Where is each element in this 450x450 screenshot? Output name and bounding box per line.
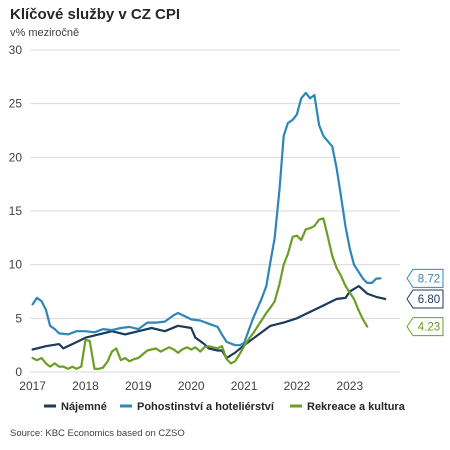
end-label-value-2: 4.23	[418, 322, 440, 334]
legend-label-0: Nájemné	[61, 401, 107, 413]
series-line-2	[31, 217, 369, 370]
x-tick-label: 2019	[125, 379, 152, 393]
y-tick-label: 0	[15, 365, 22, 379]
end-label-value-1: 8.72	[418, 273, 440, 285]
y-tick-label: 20	[9, 150, 23, 164]
series-line-0	[31, 285, 387, 360]
line-chart: 0 5 10 15 20 25 30 2017 2018 2019 2020 2021 2022 202…	[9, 43, 444, 413]
x-tick-label: 2022	[284, 379, 311, 393]
y-tick-label: 25	[9, 97, 23, 111]
source-note: Source: KBC Economics based on CZSO	[10, 428, 185, 439]
series-lines	[31, 91, 387, 370]
end-label-box-1	[406, 268, 444, 288]
y-tick-label: 15	[9, 204, 23, 218]
chart-subtitle: v% meziročně	[10, 27, 80, 39]
end-label-box-0	[406, 289, 444, 309]
legend: Nájemné Pohostinství a hoteliérství Rekrea…	[44, 401, 406, 413]
chart-title: Klíčové služby v CZ CPI	[10, 6, 181, 23]
end-label-box-2	[406, 317, 444, 337]
x-tick-label: 2023	[336, 379, 363, 393]
x-axis-ticks: 2017 2018 2019 2020 2021 2022 2023	[19, 379, 363, 393]
legend-label-2: Rekreace a kultura	[307, 401, 406, 413]
x-tick-label: 2021	[231, 379, 258, 393]
end-labels: 6.80 8.72 4.23	[406, 268, 444, 337]
y-axis-ticks: 0 5 10 15 20 25 30	[9, 43, 23, 379]
series-line-1	[31, 91, 382, 347]
x-tick-label: 2018	[72, 379, 99, 393]
end-label-value-0: 6.80	[418, 294, 440, 306]
y-tick-label: 10	[9, 258, 23, 272]
x-tick-label: 2017	[19, 379, 46, 393]
x-tick-label: 2020	[178, 379, 205, 393]
y-tick-label: 30	[9, 43, 23, 57]
legend-label-1: Pohostinství a hoteliérství	[137, 401, 275, 413]
y-tick-label: 5	[15, 311, 22, 325]
gridlines	[30, 49, 400, 373]
